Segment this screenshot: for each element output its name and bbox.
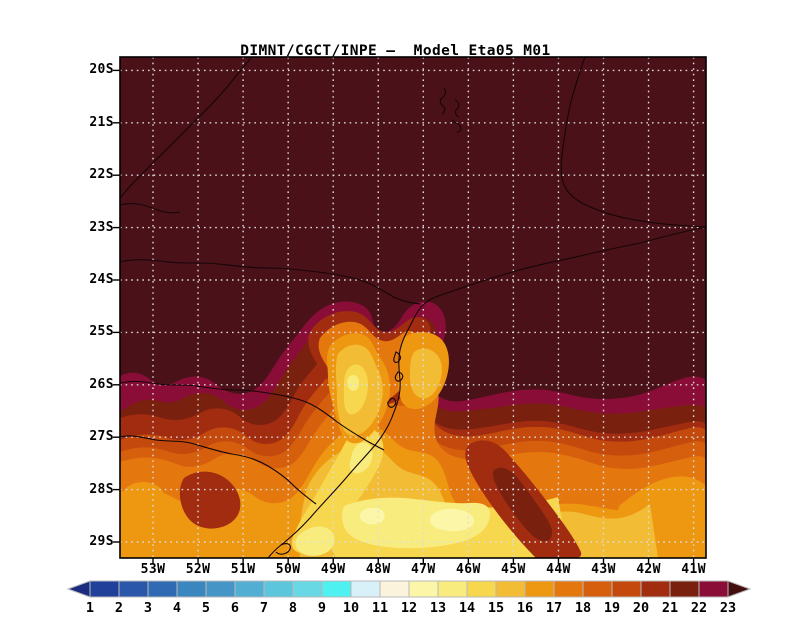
lon-tick-label: 45W bbox=[501, 562, 526, 577]
lat-tick-label: 28S bbox=[89, 481, 114, 497]
graticule bbox=[120, 57, 706, 558]
colorbar-tick-label: 8 bbox=[288, 600, 298, 616]
lon-tick-label: 50W bbox=[275, 562, 301, 577]
colorbar-tick-label: 17 bbox=[545, 600, 563, 616]
colorbar-segment bbox=[495, 580, 526, 598]
temp-bulge-gold-east bbox=[410, 348, 442, 399]
colorbar-segment bbox=[176, 580, 207, 598]
colorbar-segment bbox=[524, 580, 555, 598]
colorbar-tick-label: 13 bbox=[429, 600, 447, 616]
lon-tick-label: 41W bbox=[681, 562, 706, 577]
lat-tick-label: 25S bbox=[89, 324, 114, 340]
lat-tick-label: 27S bbox=[89, 429, 114, 445]
colorbar-segment bbox=[205, 580, 236, 598]
colorbar-tick-label: 12 bbox=[400, 600, 418, 616]
temp-patch-rust-west bbox=[179, 471, 241, 529]
colorbar-tick-label: 16 bbox=[516, 600, 534, 616]
colorbar-tick-label: 10 bbox=[342, 600, 360, 616]
colorbar-tick-label: 4 bbox=[172, 600, 182, 616]
colorbar-segment bbox=[437, 580, 468, 598]
colorbar-segment bbox=[698, 580, 729, 598]
state-border-27s bbox=[120, 435, 317, 505]
lat-tick-label: 21S bbox=[89, 114, 114, 130]
colorbar-segment bbox=[292, 580, 323, 598]
colorbar-segment bbox=[582, 580, 613, 598]
lon-tick-label: 44W bbox=[546, 562, 571, 577]
temp-region-12-13-spot-b bbox=[360, 507, 385, 525]
map-frame bbox=[119, 56, 707, 559]
lon-tick-label: 52W bbox=[185, 562, 211, 577]
lon-tick-label: 47W bbox=[410, 562, 436, 577]
lon-tick-label: 46W bbox=[456, 562, 481, 577]
colorbar-tick-label: 2 bbox=[114, 600, 124, 616]
temp-streak-darkred-core bbox=[492, 467, 553, 542]
colorbar-segment bbox=[553, 580, 584, 598]
lon-tick-label: 49W bbox=[320, 562, 346, 577]
temp-patch-amber-west-edge bbox=[122, 482, 166, 524]
colorbar-tick-label: 7 bbox=[259, 600, 269, 616]
colorbar-tick-label: 6 bbox=[230, 600, 240, 616]
colorbar-tick-label: 11 bbox=[371, 600, 389, 616]
colorbar-segment bbox=[234, 580, 265, 598]
lon-tick-label: 42W bbox=[636, 562, 661, 577]
colorbar-segment bbox=[640, 580, 671, 598]
colorbar-tick-label: 9 bbox=[317, 600, 327, 616]
state-border-northwest bbox=[120, 57, 253, 199]
lon-tick-label: 43W bbox=[591, 562, 616, 577]
colorbar-segment bbox=[466, 580, 497, 598]
lat-tick-label: 23S bbox=[89, 219, 114, 235]
map-outlines bbox=[120, 57, 706, 558]
river-west bbox=[120, 203, 181, 214]
temp-bulge-light-dot bbox=[347, 375, 360, 391]
colorbar-under-arrow bbox=[66, 580, 91, 598]
lon-tick-label: 51W bbox=[230, 562, 256, 577]
colorbar-tick-label: 1 bbox=[85, 600, 95, 616]
lon-tick-label: 48W bbox=[365, 562, 391, 577]
lat-tick-label: 26S bbox=[89, 376, 114, 392]
colorbar-tick-label: 5 bbox=[201, 600, 211, 616]
colorbar-tick-label: 15 bbox=[487, 600, 505, 616]
colorbar-segment bbox=[118, 580, 149, 598]
colorbar-tick-label: 21 bbox=[661, 600, 679, 616]
contour-fill-layers bbox=[120, 57, 706, 558]
colorbar-segment bbox=[321, 580, 352, 598]
colorbar-segment bbox=[350, 580, 381, 598]
colorbar bbox=[66, 580, 752, 598]
axis-ticks bbox=[113, 69, 695, 564]
colorbar-segment bbox=[89, 580, 120, 598]
colorbar-tick-label: 20 bbox=[632, 600, 650, 616]
colorbar-segment bbox=[611, 580, 642, 598]
temp-region-13-14-wedge-spot bbox=[349, 442, 373, 474]
colorbar-tick-label: 3 bbox=[143, 600, 153, 616]
colorbar-tick-label: 22 bbox=[690, 600, 708, 616]
state-border-river-23s bbox=[120, 259, 421, 305]
colorbar-segment bbox=[379, 580, 410, 598]
chart-title: DIMNT/CGCT/INPE — Model Eta05_M01_ bbox=[240, 43, 560, 59]
coastal-lagoons bbox=[387, 351, 404, 408]
colorbar-over-arrow bbox=[727, 580, 752, 598]
colorbar-segment bbox=[669, 580, 700, 598]
lat-tick-label: 22S bbox=[89, 167, 114, 183]
colorbar-tick-label: 18 bbox=[574, 600, 592, 616]
state-border-east bbox=[560, 57, 706, 228]
colorbar-segment bbox=[263, 580, 294, 598]
lon-tick-label: 53W bbox=[140, 562, 166, 577]
lat-tick-label: 24S bbox=[89, 272, 114, 287]
lat-tick-label: 20S bbox=[89, 62, 114, 78]
temp-region-12-13-spot-a bbox=[430, 508, 474, 532]
colorbar-tick-label: 23 bbox=[719, 600, 737, 616]
colorbar-segment bbox=[408, 580, 439, 598]
colorbar-segment bbox=[147, 580, 178, 598]
colorbar-tick-label: 14 bbox=[458, 600, 476, 616]
colorbar-tick-label: 19 bbox=[603, 600, 621, 616]
lat-tick-label: 29S bbox=[89, 534, 114, 549]
reservoir-outlines bbox=[439, 87, 462, 133]
temp-region-13-14-coast-spot bbox=[295, 526, 335, 556]
coastline-hook bbox=[275, 543, 291, 555]
state-border-26s bbox=[120, 380, 385, 451]
coastline bbox=[267, 226, 706, 558]
